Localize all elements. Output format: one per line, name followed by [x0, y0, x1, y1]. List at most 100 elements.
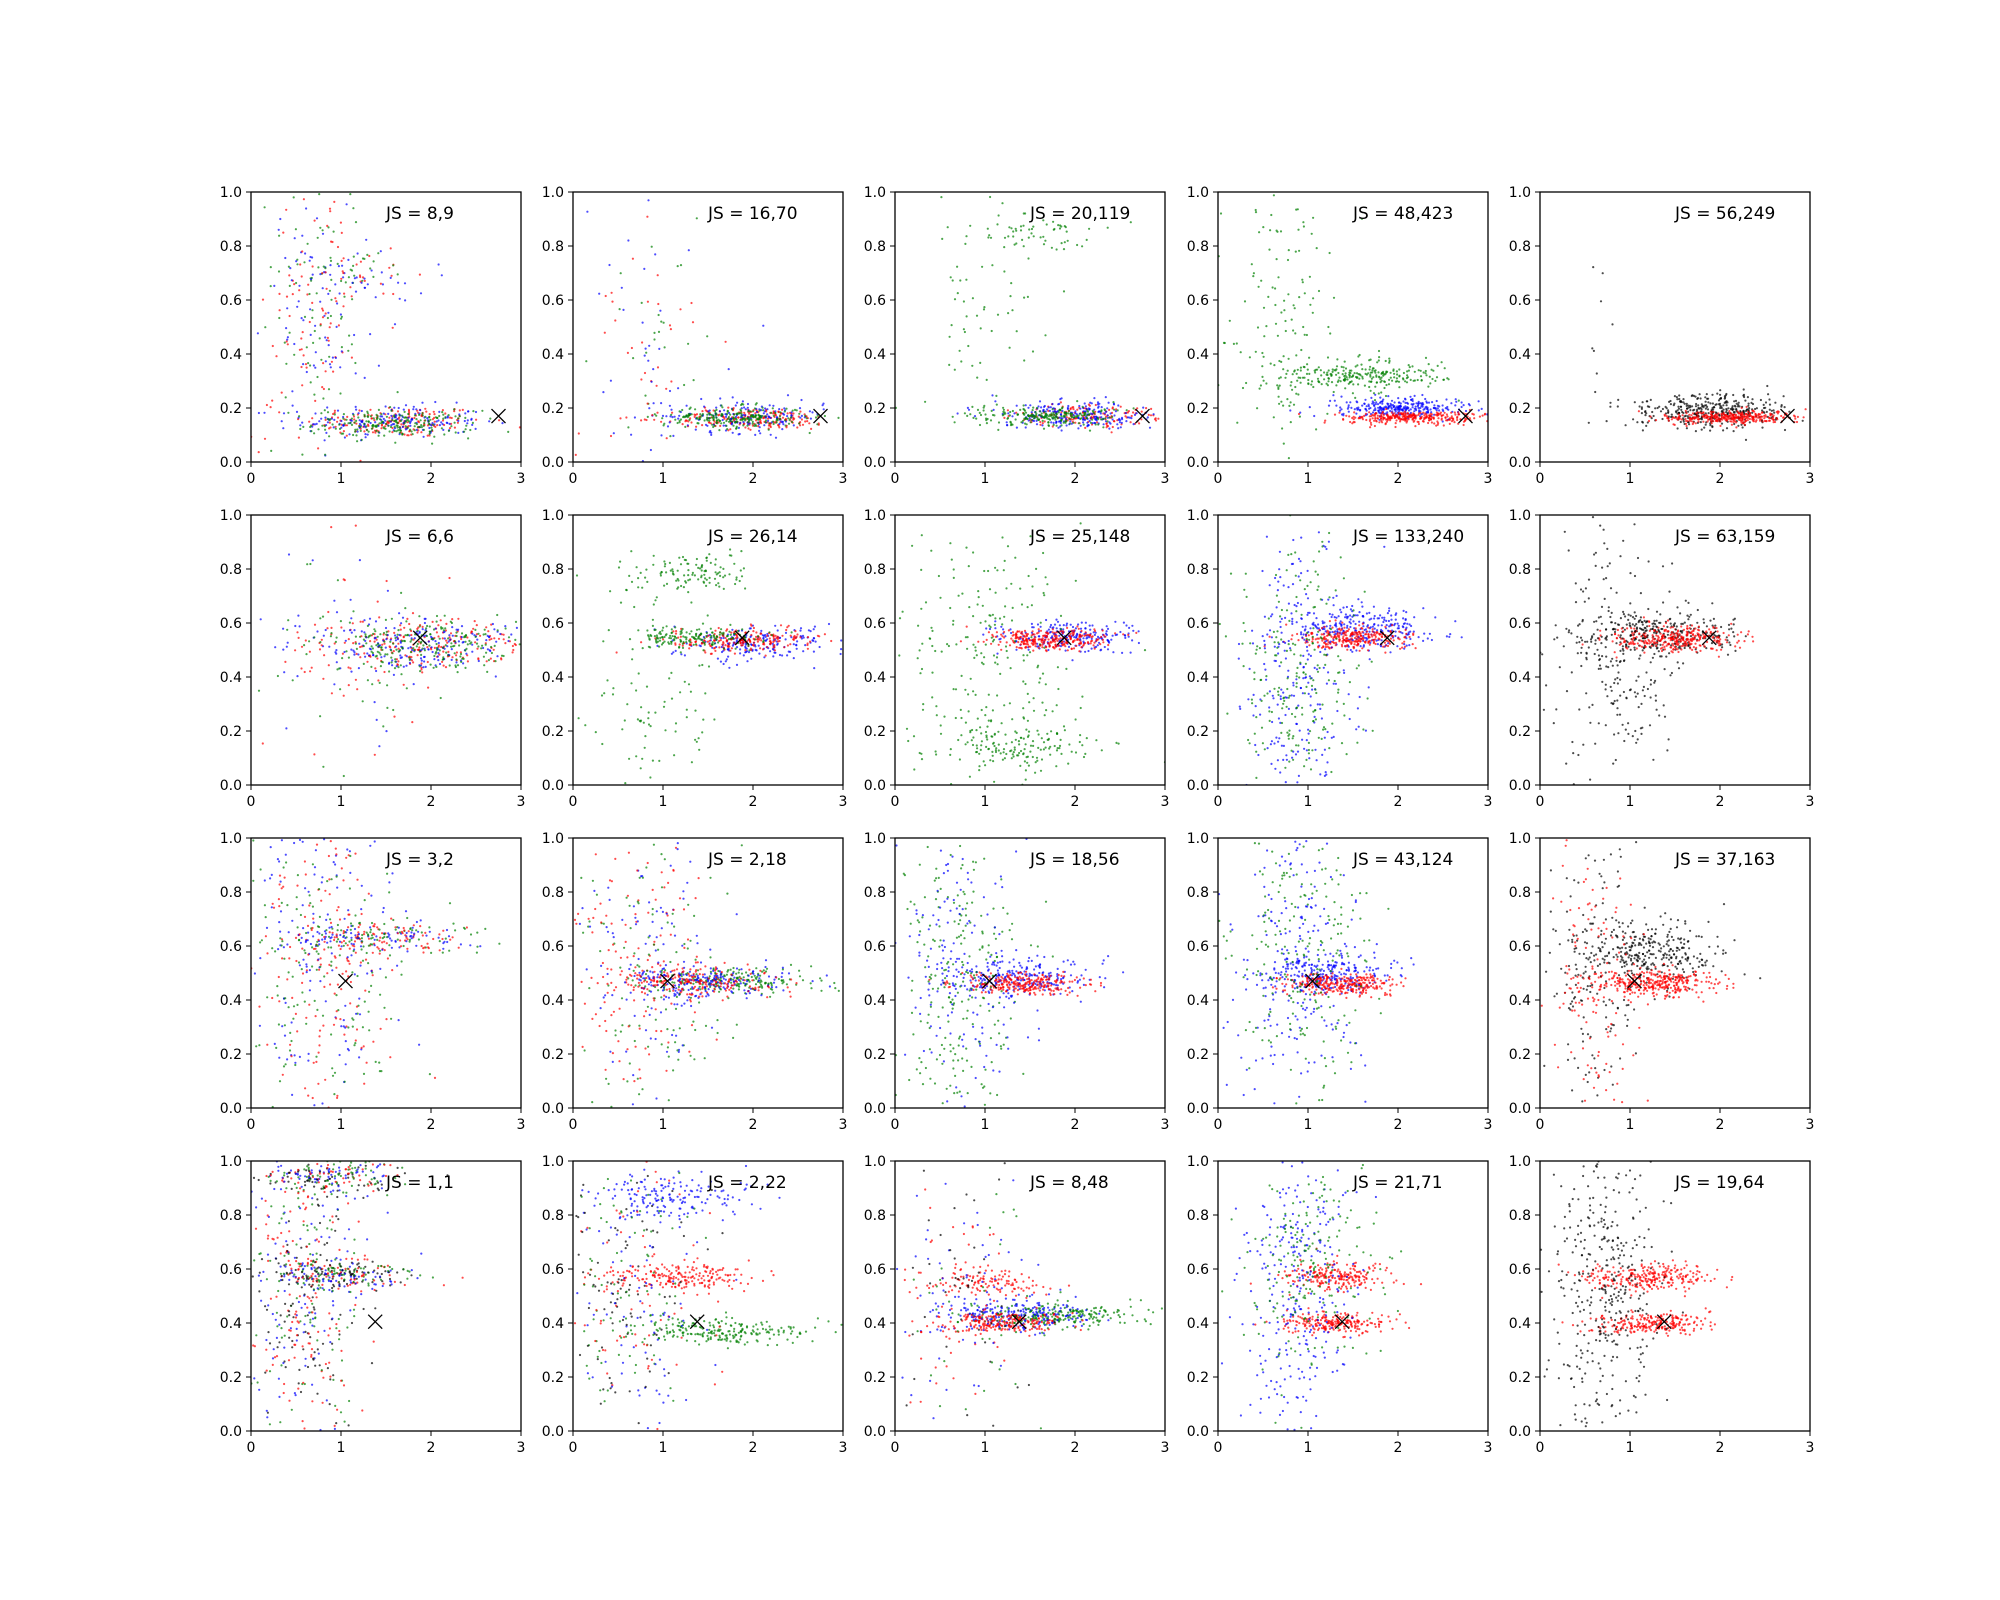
data-point — [1111, 407, 1114, 410]
data-point — [1015, 404, 1018, 407]
data-point — [308, 640, 311, 643]
data-point — [378, 418, 382, 421]
data-point — [430, 648, 433, 651]
data-point — [669, 435, 672, 438]
data-point — [288, 314, 291, 318]
data-point — [386, 706, 389, 710]
data-point — [779, 411, 782, 414]
data-point — [389, 276, 392, 279]
data-point — [687, 342, 690, 345]
data-point — [1801, 419, 1804, 422]
data-point — [422, 435, 425, 438]
data-point — [385, 579, 388, 583]
data-point — [1481, 414, 1484, 417]
data-point — [312, 341, 315, 344]
data-point — [393, 627, 396, 630]
data-point — [298, 415, 301, 418]
data-point — [710, 413, 713, 417]
data-point — [1074, 421, 1077, 424]
data-point — [1664, 405, 1667, 408]
data-point — [1393, 401, 1396, 404]
data-point — [256, 332, 259, 335]
data-point — [1750, 415, 1753, 418]
data-point — [352, 255, 355, 258]
data-point — [496, 655, 499, 658]
data-point — [425, 627, 428, 630]
data-point — [1303, 366, 1306, 369]
data-point — [395, 645, 398, 648]
data-point — [950, 324, 953, 327]
data-point — [1391, 404, 1395, 407]
data-point — [1354, 375, 1358, 379]
data-point — [739, 418, 742, 421]
data-point — [712, 414, 715, 417]
data-point — [735, 646, 739, 649]
data-point — [352, 649, 355, 652]
data-point — [395, 430, 398, 433]
data-point — [1424, 369, 1427, 373]
data-point — [1700, 428, 1703, 431]
data-point — [1326, 356, 1330, 359]
data-point — [1138, 422, 1141, 425]
data-point — [321, 316, 325, 319]
data-point — [363, 286, 366, 289]
data-point — [1675, 396, 1678, 399]
data-point — [1344, 387, 1347, 390]
data-point — [1689, 406, 1692, 409]
data-point — [1348, 374, 1351, 377]
data-point — [441, 409, 444, 412]
data-point — [319, 323, 322, 326]
data-point — [1746, 408, 1749, 411]
data-point — [440, 274, 443, 277]
data-point — [1014, 227, 1017, 230]
x-tick-label: 1 — [337, 794, 346, 810]
data-point — [361, 276, 365, 279]
data-point — [1414, 416, 1417, 419]
x-tick-label: 0 — [891, 471, 900, 487]
data-point — [458, 413, 461, 416]
x-tick-label: 3 — [1161, 471, 1170, 487]
data-point — [668, 404, 672, 407]
data-point — [348, 629, 352, 632]
data-point — [1682, 418, 1685, 421]
x-tick-label: 1 — [1304, 471, 1313, 487]
data-point — [1069, 407, 1072, 410]
data-point — [407, 647, 410, 650]
data-point — [1393, 408, 1396, 411]
data-point — [314, 399, 317, 402]
data-point — [1374, 407, 1377, 410]
data-point — [1358, 409, 1362, 412]
data-point — [1381, 402, 1384, 405]
data-point — [498, 419, 501, 422]
data-point — [406, 426, 409, 429]
data-point — [301, 250, 304, 253]
data-point — [799, 416, 802, 419]
data-point — [423, 621, 426, 625]
data-point — [1015, 242, 1018, 245]
data-point — [1022, 245, 1025, 248]
data-point — [1737, 401, 1740, 404]
data-point — [350, 617, 353, 620]
data-point — [1385, 383, 1388, 387]
data-point — [1088, 413, 1091, 416]
data-point — [747, 410, 750, 413]
data-point — [771, 407, 774, 410]
data-point — [412, 408, 415, 411]
data-point — [421, 628, 424, 631]
data-point — [370, 417, 373, 420]
data-point — [690, 301, 693, 305]
x-tick-label: 0 — [247, 471, 256, 487]
data-point — [372, 632, 375, 636]
data-point — [956, 265, 959, 268]
data-point — [366, 660, 369, 663]
data-point — [340, 419, 343, 423]
data-point — [1794, 417, 1797, 420]
data-point — [441, 423, 444, 426]
data-point — [1011, 415, 1014, 418]
data-point — [782, 423, 785, 426]
data-point — [760, 416, 763, 419]
data-point — [1595, 372, 1598, 375]
data-point — [577, 432, 580, 435]
data-point — [1308, 372, 1311, 375]
data-point — [1341, 373, 1344, 376]
